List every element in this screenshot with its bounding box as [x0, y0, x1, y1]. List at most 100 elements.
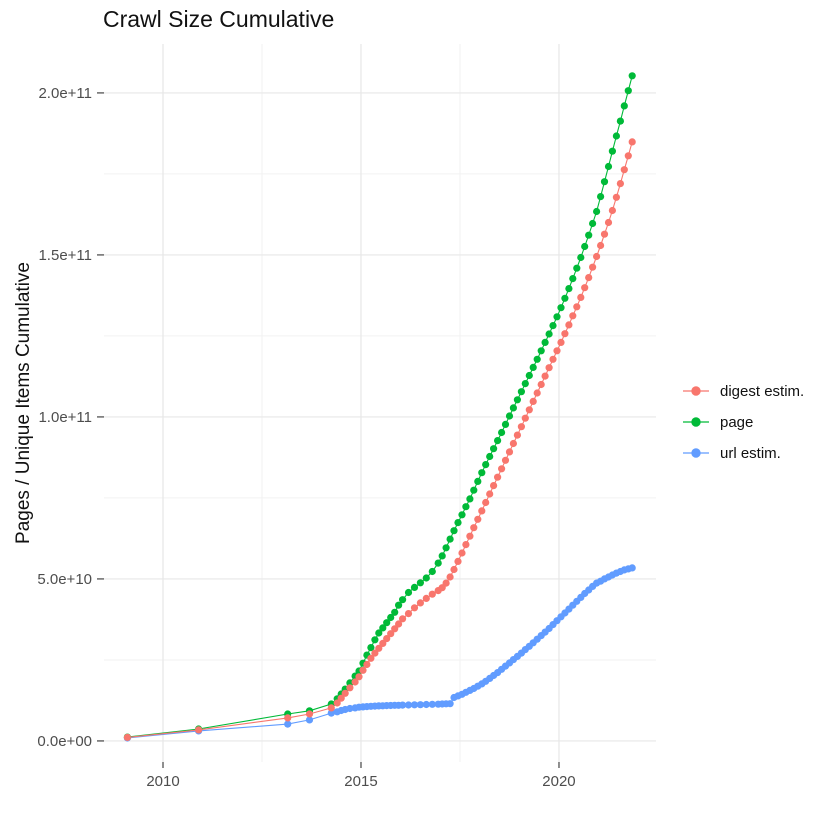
data-point-page: [513, 396, 522, 404]
data-point-page: [416, 579, 424, 587]
data-point-digestestim: [525, 406, 533, 414]
data-point-digestestim: [501, 456, 510, 464]
y-tick-label: 0.0e+00: [37, 733, 92, 750]
data-point-urlestim: [327, 709, 335, 717]
data-point-digestestim: [371, 649, 379, 657]
data-point-page: [387, 613, 395, 622]
data-point-page: [367, 644, 375, 652]
data-point-digestestim: [545, 364, 553, 372]
data-point-page: [470, 486, 478, 494]
y-tick-label: 5.0e+10: [37, 571, 92, 588]
data-point-digestestim: [383, 635, 391, 643]
data-point-digestestim: [367, 654, 375, 662]
data-point-digestestim: [553, 347, 561, 355]
data-point-page: [597, 193, 605, 201]
data-point-page: [537, 347, 545, 355]
data-point-digestestim: [616, 180, 625, 188]
legend-key-page-icon: [683, 417, 709, 427]
data-point-page: [462, 503, 470, 511]
data-point-page: [521, 380, 529, 388]
data-point-digestestim: [346, 684, 354, 692]
data-point-page: [509, 404, 517, 412]
data-point-digestestim: [355, 673, 363, 681]
data-point-page: [494, 437, 502, 445]
data-point-page: [391, 608, 399, 616]
data-point-digestestim: [620, 166, 628, 174]
data-point-page: [581, 242, 589, 251]
data-point-page: [565, 285, 573, 293]
data-point-digestestim: [395, 620, 403, 628]
data-point-digestestim: [305, 710, 314, 718]
data-point-digestestim: [608, 206, 617, 215]
data-point-page: [383, 619, 391, 627]
data-point-page: [466, 495, 474, 503]
data-point-page: [517, 388, 526, 396]
data-point-digestestim: [416, 599, 424, 607]
data-point-digestestim: [351, 678, 359, 686]
data-point-page: [438, 552, 446, 560]
data-point-page: [577, 253, 585, 262]
data-point-digestestim: [604, 218, 613, 227]
data-point-digestestim: [482, 498, 490, 507]
data-point-digestestim: [628, 138, 636, 146]
data-point-digestestim: [573, 303, 581, 311]
data-point-page: [553, 313, 561, 321]
data-point-digestestim: [446, 573, 454, 581]
data-point-page: [371, 636, 379, 644]
data-point-digestestim: [533, 389, 541, 397]
data-point-digestestim: [498, 465, 506, 473]
data-point-urlestim: [284, 720, 292, 728]
y-tick-label: 1.0e+11: [38, 409, 92, 426]
legend-label-digest: digest estim.: [720, 382, 805, 400]
legend-key-digest-icon: [683, 386, 709, 396]
data-point-digestestim: [565, 321, 573, 329]
data-point-page: [505, 412, 514, 420]
data-point-digestestim: [399, 615, 407, 623]
data-point-urlestim: [416, 701, 424, 709]
data-point-digestestim: [428, 590, 436, 598]
data-point-urlestim: [410, 701, 419, 709]
legend-key-url-icon: [683, 448, 709, 458]
x-tick-label: 2015: [344, 773, 377, 790]
series-line-urlestim: [127, 567, 633, 739]
data-point-urlestim: [399, 701, 407, 709]
data-point-urlestim: [404, 701, 413, 709]
data-point-digestestim: [612, 193, 621, 201]
data-point-page: [593, 207, 601, 216]
data-point-page: [573, 264, 581, 272]
data-point-digestestim: [513, 431, 522, 439]
data-point-digestestim: [589, 263, 597, 271]
data-point-page: [434, 559, 442, 567]
data-point-page: [557, 304, 565, 312]
legend-entry-digest: digest estim.: [681, 380, 804, 402]
data-point-digestestim: [517, 423, 526, 431]
data-point-urlestim: [428, 700, 436, 708]
x-tick-label: 2020: [542, 773, 575, 790]
data-point-digestestim: [458, 549, 466, 557]
data-point-digestestim: [379, 639, 387, 648]
data-point-digestestim: [404, 610, 413, 618]
data-point-digestestim: [600, 230, 609, 238]
data-point-urlestim: [446, 700, 454, 708]
data-point-digestestim: [549, 355, 557, 363]
data-point-digestestim: [422, 594, 430, 603]
data-point-digestestim: [529, 397, 537, 405]
data-point-digestestim: [327, 704, 335, 712]
data-point-digestestim: [375, 644, 383, 652]
data-point-digestestim: [478, 507, 486, 515]
data-point-digestestim: [474, 515, 482, 523]
series-line-page: [127, 75, 633, 738]
data-point-page: [600, 178, 609, 186]
data-point-digestestim: [442, 579, 450, 587]
data-point-urlestim: [305, 716, 314, 724]
data-point-page: [404, 588, 413, 597]
data-point-digestestim: [505, 448, 514, 456]
data-point-digestestim: [490, 482, 498, 490]
data-point-page: [428, 567, 436, 576]
data-point-page: [446, 535, 454, 543]
data-point-digestestim: [541, 372, 549, 380]
data-point-digestestim: [466, 532, 474, 540]
data-point-digestestim: [557, 338, 565, 346]
